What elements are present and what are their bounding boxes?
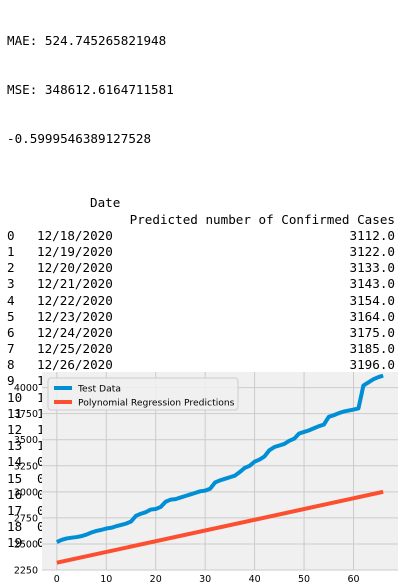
- row-index: 11: [7, 405, 23, 421]
- row-index: 2: [7, 260, 15, 276]
- row-index: 13: [7, 438, 23, 454]
- row-index: 3: [7, 276, 15, 292]
- table-row: 3 12/21/2020 3143.0: [7, 276, 399, 292]
- x-tick-label: 30: [199, 574, 211, 585]
- row-predicted-value: 3185.0: [349, 341, 396, 357]
- row-index: 9: [7, 373, 15, 389]
- table-row: 7 12/25/2020 3185.0: [7, 341, 399, 357]
- row-index: 6: [7, 324, 15, 340]
- row-predicted-value: 3164.0: [349, 308, 396, 324]
- row-index: 0: [7, 227, 15, 243]
- row-index: 1: [7, 243, 15, 259]
- row-index: 18: [7, 519, 23, 535]
- row-predicted-value: 3122.0: [349, 243, 396, 259]
- row-index: 12: [7, 422, 23, 438]
- row-date: 12/22/2020: [37, 292, 113, 308]
- row-date: 12/20/2020: [37, 260, 113, 276]
- row-date: 12/18/2020: [37, 227, 113, 243]
- row-index: 7: [7, 341, 15, 357]
- row-index: 4: [7, 292, 15, 308]
- chart-svg: 2250 2500 2750 3000 3250 3500 3750 4000 0 10 20 30 4…: [14, 372, 398, 585]
- table-row: 6 12/24/2020 3175.0: [7, 325, 399, 341]
- table-row: 8 12/26/2020 3196.0: [7, 357, 399, 373]
- row-index: 8: [7, 357, 15, 373]
- y-tick-label: 3500: [14, 435, 38, 446]
- x-tick-label: 50: [298, 574, 310, 585]
- y-tick-label: 2750: [14, 513, 38, 524]
- row-predicted-value: 3154.0: [349, 292, 396, 308]
- table-row: 0 12/18/2020 3112.0: [7, 228, 399, 244]
- y-tick-label: 2500: [14, 539, 38, 550]
- row-predicted-value: 3196.0: [349, 357, 396, 373]
- y-tick-label: 3000: [14, 487, 38, 498]
- y-tick-label: 4000: [14, 383, 38, 394]
- row-index: 15: [7, 470, 23, 486]
- table-row: 2 12/20/2020 3133.0: [7, 260, 399, 276]
- mae-line: MAE: 524.745265821948: [7, 33, 167, 49]
- r2-line: -0.5999546389127528: [7, 130, 152, 146]
- x-tick-label: 0: [54, 574, 60, 585]
- column-header-predicted: Predicted number of Confirmed Cases: [129, 211, 395, 227]
- row-date: 12/24/2020: [37, 324, 113, 340]
- y-tick-label: 3750: [14, 409, 38, 420]
- table-row: 5 12/23/2020 3164.0: [7, 309, 399, 325]
- row-predicted-value: 3112.0: [349, 227, 396, 243]
- row-index: 16: [7, 486, 23, 502]
- row-date: 12/19/2020: [37, 243, 113, 259]
- dataframe-header: Date Predicted number of Confirmed Cases: [7, 179, 399, 226]
- row-predicted-value: 3133.0: [349, 260, 396, 276]
- x-tick-label: 40: [249, 574, 261, 585]
- row-index: 5: [7, 308, 15, 324]
- row-date: 12/21/2020: [37, 276, 113, 292]
- series-line-polynomial-predictions: [56, 489, 384, 565]
- row-predicted-value: 3175.0: [349, 324, 396, 340]
- legend-box: [47, 377, 239, 411]
- row-date: 12/23/2020: [37, 308, 113, 324]
- row-index: 14: [7, 454, 23, 470]
- row-predicted-value: 3143.0: [349, 276, 396, 292]
- row-index: 17: [7, 502, 23, 518]
- column-header-date: Date: [90, 195, 121, 211]
- table-row: 1 12/19/2020 3122.0: [7, 244, 399, 260]
- table-row: 4 12/22/2020 3154.0: [7, 293, 399, 309]
- row-date: 12/25/2020: [37, 341, 113, 357]
- y-tick-label: 2250: [14, 566, 38, 577]
- legend-entry: Test Data: [77, 383, 121, 394]
- x-tick-label: 10: [100, 574, 112, 585]
- y-tick-label: 3250: [14, 461, 38, 472]
- x-tick-label: 20: [150, 574, 162, 585]
- row-index: 19: [7, 535, 23, 551]
- row-date: 12/26/2020: [37, 357, 113, 373]
- mse-line: MSE: 348612.6164711581: [7, 82, 174, 97]
- legend-entry: Polynomial Regression Predictions: [78, 397, 235, 408]
- prediction-chart: 2250 2500 2750 3000 3250 3500 3750 4000 0 10 20 30 4…: [0, 366, 406, 588]
- row-index: 10: [7, 389, 23, 405]
- x-tick-label: 60: [347, 574, 359, 585]
- series-line-test-data: [55, 373, 384, 544]
